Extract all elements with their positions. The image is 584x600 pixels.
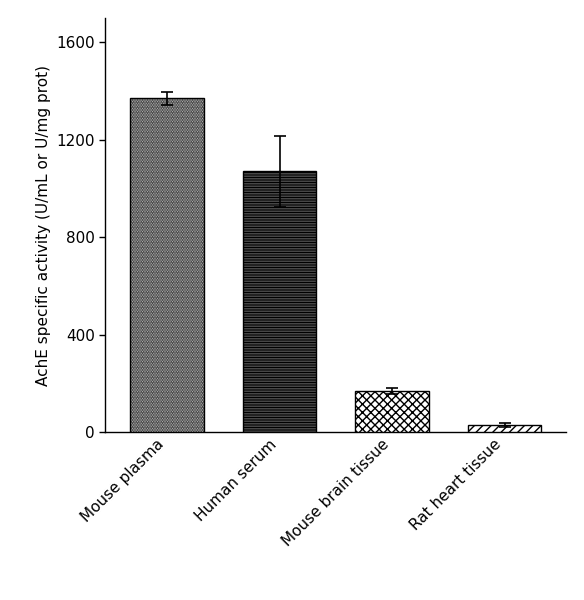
- Bar: [130, 98, 204, 432]
- Bar: [243, 172, 316, 432]
- Y-axis label: AchE specific activity (U/mL or U/mg prot): AchE specific activity (U/mL or U/mg pro…: [36, 64, 51, 385]
- Bar: [468, 425, 541, 432]
- Bar: [356, 391, 429, 432]
